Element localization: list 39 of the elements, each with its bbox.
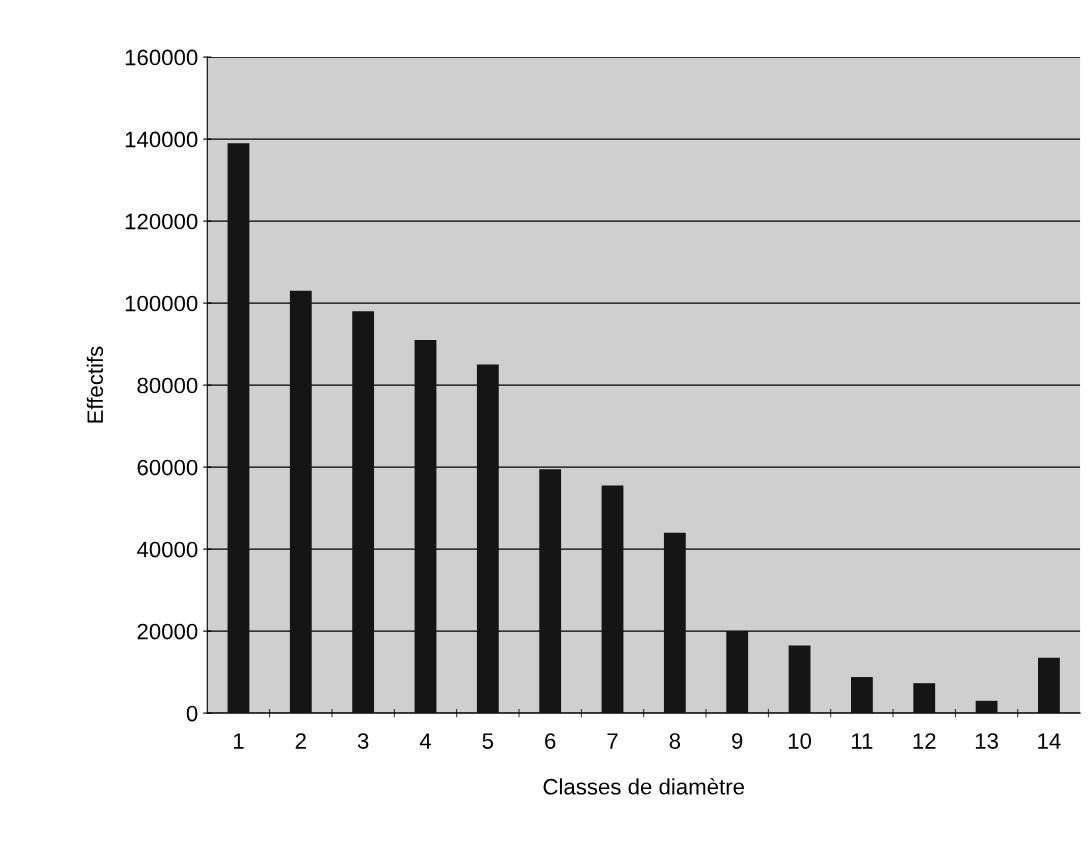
bar bbox=[850, 677, 873, 714]
x-tick-label: 5 bbox=[482, 733, 494, 749]
bar bbox=[352, 311, 375, 714]
y-tick-label: 0 bbox=[186, 705, 198, 722]
bar bbox=[601, 485, 624, 714]
y-tick-label: 160000 bbox=[125, 49, 198, 66]
y-axis-title: Effectifs bbox=[86, 346, 104, 423]
x-tick-label: 10 bbox=[788, 733, 812, 749]
bar bbox=[726, 631, 749, 714]
x-tick-label: 7 bbox=[607, 733, 618, 749]
x-tick-label: 9 bbox=[732, 733, 743, 749]
x-tick-label: 6 bbox=[545, 733, 556, 749]
bar bbox=[1038, 657, 1060, 714]
y-tick-label: 40000 bbox=[136, 541, 198, 558]
x-tick-label: 2 bbox=[295, 733, 306, 749]
y-tick-label: 100000 bbox=[125, 295, 198, 312]
bar bbox=[975, 700, 998, 714]
bar bbox=[289, 290, 312, 714]
y-tick-label: 80000 bbox=[137, 377, 198, 394]
x-tick-label: 3 bbox=[357, 733, 369, 749]
bar bbox=[539, 469, 562, 714]
y-tick-label: 120000 bbox=[125, 213, 198, 230]
y-tick-label: 60000 bbox=[137, 459, 198, 476]
bar bbox=[913, 683, 936, 714]
x-axis-title: Classes de diamètre bbox=[543, 778, 744, 795]
y-tick-label: 20000 bbox=[137, 623, 198, 640]
y-tick-label: 140000 bbox=[125, 131, 198, 148]
x-tick-label: 12 bbox=[913, 733, 936, 749]
x-tick-label: 1 bbox=[233, 733, 244, 749]
x-tick-label: 11 bbox=[852, 733, 873, 749]
bar bbox=[788, 645, 811, 714]
bar bbox=[227, 143, 250, 714]
x-tick-label: 4 bbox=[419, 733, 432, 749]
bar bbox=[414, 340, 437, 714]
bar bbox=[663, 532, 686, 714]
x-tick-label: 8 bbox=[669, 733, 681, 749]
x-tick-label: 14 bbox=[1038, 733, 1061, 749]
bar bbox=[476, 364, 499, 714]
x-tick-label: 13 bbox=[975, 733, 998, 749]
